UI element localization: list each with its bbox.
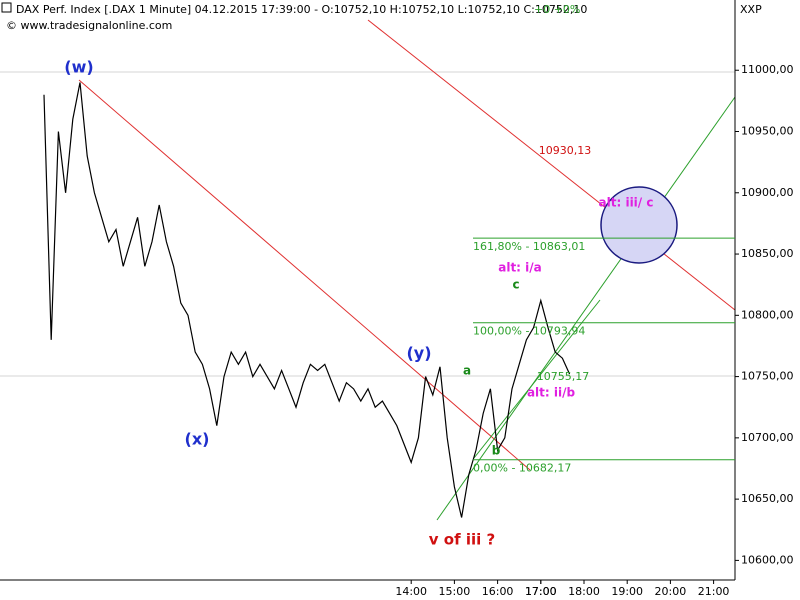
- y-tick-label: 10850,00: [741, 247, 794, 260]
- y-tick-label: 10700,00: [741, 431, 794, 444]
- trend-line: [367, 19, 736, 311]
- y-tick-label: 10900,00: [741, 186, 794, 199]
- x-tick-label: 16:00: [482, 585, 514, 598]
- chart-title: DAX Perf. Index [.DAX 1 Minute] 04.12.20…: [16, 3, 587, 16]
- annotation: alt: iii/ c: [599, 196, 654, 210]
- x-tick-label: 21:00: [698, 585, 730, 598]
- corner-label: XXP: [740, 3, 762, 16]
- annotation: (y): [406, 344, 431, 363]
- annotation: v of iii ?: [429, 531, 495, 549]
- annotation: a: [463, 364, 471, 378]
- y-tick-label: 10800,00: [741, 308, 794, 321]
- target-zone: [600, 186, 678, 264]
- x-tick-label: 15:00: [439, 585, 471, 598]
- x-tick-label: 17:00: [525, 585, 557, 598]
- y-tick-label: 10950,00: [741, 125, 794, 138]
- x-tick-label: 18:00: [568, 585, 600, 598]
- x-tick-label: 19:00: [611, 585, 643, 598]
- y-tick-label: 10600,00: [741, 553, 794, 566]
- annotation: alt: ii/b: [527, 386, 576, 400]
- change: +0 +0%: [534, 3, 580, 16]
- annotation: 10930,13: [539, 144, 592, 157]
- annotation: alt: i/a: [498, 261, 542, 275]
- annotation: 10755,17: [537, 370, 590, 383]
- trend-line: [436, 96, 736, 521]
- fib-label: 0,00% - 10682,17: [473, 462, 571, 475]
- annotation: b: [492, 444, 501, 458]
- trend-line: [78, 79, 531, 471]
- annotation: (x): [185, 430, 210, 449]
- x-tick-label: 17:00: [525, 585, 557, 598]
- x-tick-label: 14:00: [395, 585, 427, 598]
- source: © www.tradesignalonline.com: [6, 19, 172, 32]
- fib-label: 100,00% - 10793,94: [473, 325, 585, 338]
- y-tick-label: 11000,00: [741, 63, 794, 76]
- y-tick-label: 10750,00: [741, 370, 794, 383]
- fib-label: 161,80% - 10863,01: [473, 240, 585, 253]
- price-line: [43, 82, 571, 518]
- annotation: c: [512, 278, 519, 292]
- symbol-box: [1, 2, 12, 13]
- x-tick-label: 20:00: [655, 585, 687, 598]
- annotation: (w): [64, 58, 93, 77]
- y-tick-label: 10650,00: [741, 492, 794, 505]
